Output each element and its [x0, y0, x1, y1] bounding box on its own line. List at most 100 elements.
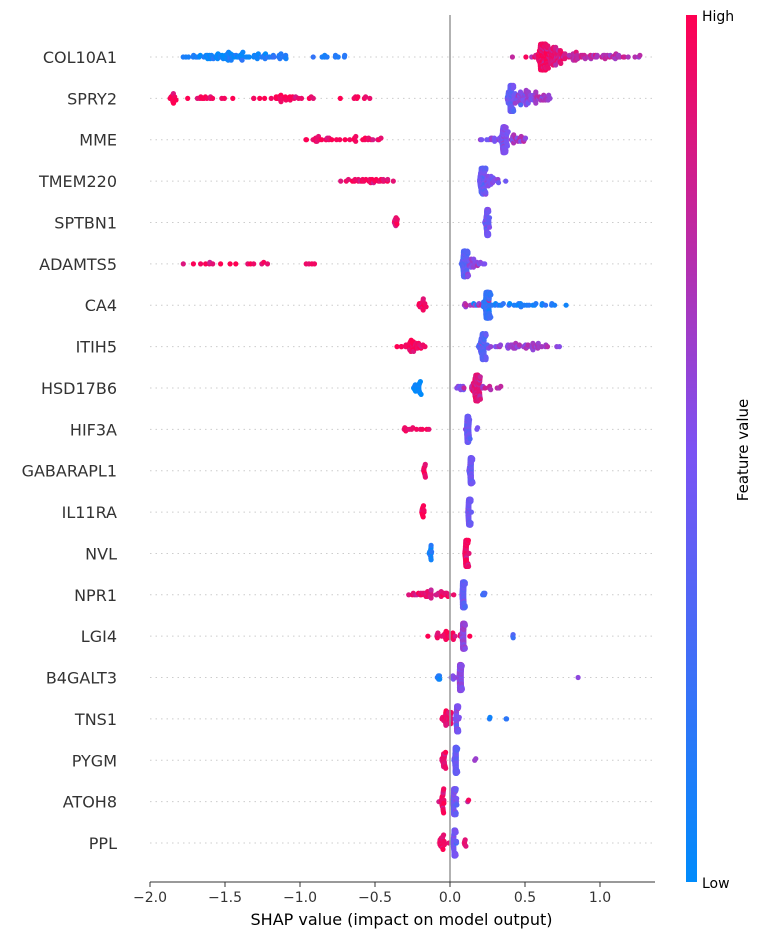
feature-label: PYGM — [72, 751, 117, 770]
data-point — [488, 387, 494, 393]
data-point — [190, 261, 196, 267]
data-point — [467, 417, 473, 423]
data-point — [516, 342, 523, 348]
data-point — [394, 221, 400, 227]
feature-label: ATOH8 — [63, 793, 117, 812]
data-point — [426, 426, 432, 432]
data-point — [443, 765, 449, 771]
data-point — [435, 630, 441, 636]
feature-label: NVL — [85, 544, 117, 563]
data-point — [173, 97, 179, 103]
feature-row: HIF3A — [70, 413, 655, 445]
data-point — [466, 563, 472, 570]
data-point — [465, 273, 472, 279]
data-point — [453, 852, 459, 858]
data-point — [399, 344, 405, 350]
data-point — [545, 43, 551, 49]
data-point — [462, 604, 468, 610]
data-point — [563, 302, 569, 308]
data-point — [255, 51, 261, 57]
data-point — [271, 54, 277, 60]
data-point — [367, 95, 373, 101]
data-point — [423, 304, 429, 310]
data-point — [483, 189, 489, 196]
data-point — [467, 436, 473, 442]
data-point — [462, 581, 468, 587]
data-point — [621, 54, 628, 60]
data-point — [507, 301, 513, 307]
data-point — [510, 635, 516, 641]
feature-label: GABARAPL1 — [22, 462, 117, 481]
data-point — [461, 385, 467, 391]
data-point — [544, 344, 551, 350]
data-point — [298, 95, 305, 101]
data-point — [509, 54, 515, 60]
data-point — [468, 497, 474, 503]
colorbar-high-label: High — [702, 9, 734, 25]
feature-row: NPR1 — [74, 579, 655, 611]
feature-label: TNS1 — [74, 710, 117, 729]
data-point — [428, 592, 435, 598]
data-point — [420, 503, 427, 509]
data-point — [632, 54, 638, 60]
data-point — [310, 54, 316, 60]
feature-row: NVL — [85, 537, 655, 570]
data-point — [448, 721, 454, 727]
data-point — [455, 745, 461, 752]
feature-label: COL10A1 — [43, 48, 117, 67]
data-point — [329, 137, 335, 143]
x-axis-title: SHAP value (impact on model output) — [251, 910, 553, 929]
data-point — [495, 180, 502, 186]
feature-row: GABARAPL1 — [22, 455, 655, 487]
data-point — [477, 374, 483, 380]
data-point — [394, 344, 400, 350]
colorbar-title: Feature value — [734, 399, 752, 501]
data-point — [454, 795, 460, 802]
data-point — [218, 261, 224, 267]
data-point — [562, 56, 568, 62]
data-point — [394, 216, 400, 222]
data-point — [337, 95, 343, 101]
x-tick-label: 0.5 — [514, 890, 536, 906]
data-point — [552, 302, 558, 308]
feature-label: PPL — [89, 834, 117, 853]
data-point — [483, 165, 489, 171]
data-point — [468, 520, 474, 526]
data-point — [459, 663, 465, 669]
data-point — [311, 261, 318, 267]
feature-label: MME — [79, 131, 117, 150]
data-point — [477, 396, 483, 402]
data-point — [413, 426, 420, 432]
data-point — [239, 57, 245, 63]
data-point — [456, 728, 462, 735]
data-point — [486, 224, 493, 230]
feature-row: CA4 — [85, 289, 655, 321]
x-axis: −2.0 −1.5 −1.0 −0.5 0.0 0.5 1.0 — [133, 881, 655, 906]
data-point — [335, 54, 341, 60]
data-point — [453, 829, 459, 836]
colorbar-low-label: Low — [702, 876, 730, 892]
feature-row: HSD17B6 — [41, 372, 655, 404]
feature-row: IL11RA — [62, 496, 655, 528]
data-point — [277, 56, 283, 62]
feature-row: COL10A1 — [43, 41, 655, 73]
data-point — [465, 537, 471, 544]
data-point — [473, 756, 479, 762]
data-point — [240, 49, 246, 55]
data-point — [482, 385, 488, 391]
data-point — [488, 292, 494, 298]
data-point — [511, 84, 517, 90]
feature-row: PPL — [89, 827, 655, 859]
data-point — [558, 60, 564, 66]
data-point — [511, 108, 517, 114]
data-point — [310, 95, 316, 101]
feature-label: IL11RA — [62, 503, 117, 522]
data-point — [503, 124, 509, 131]
data-point — [385, 176, 391, 183]
data-point — [523, 54, 529, 60]
data-point — [463, 843, 469, 849]
data-point — [562, 51, 568, 57]
data-point — [455, 769, 461, 775]
data-point — [466, 797, 472, 803]
